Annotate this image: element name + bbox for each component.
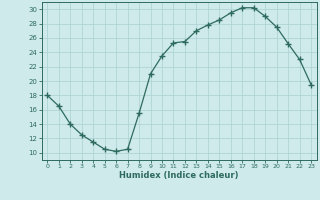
X-axis label: Humidex (Indice chaleur): Humidex (Indice chaleur) [119,171,239,180]
